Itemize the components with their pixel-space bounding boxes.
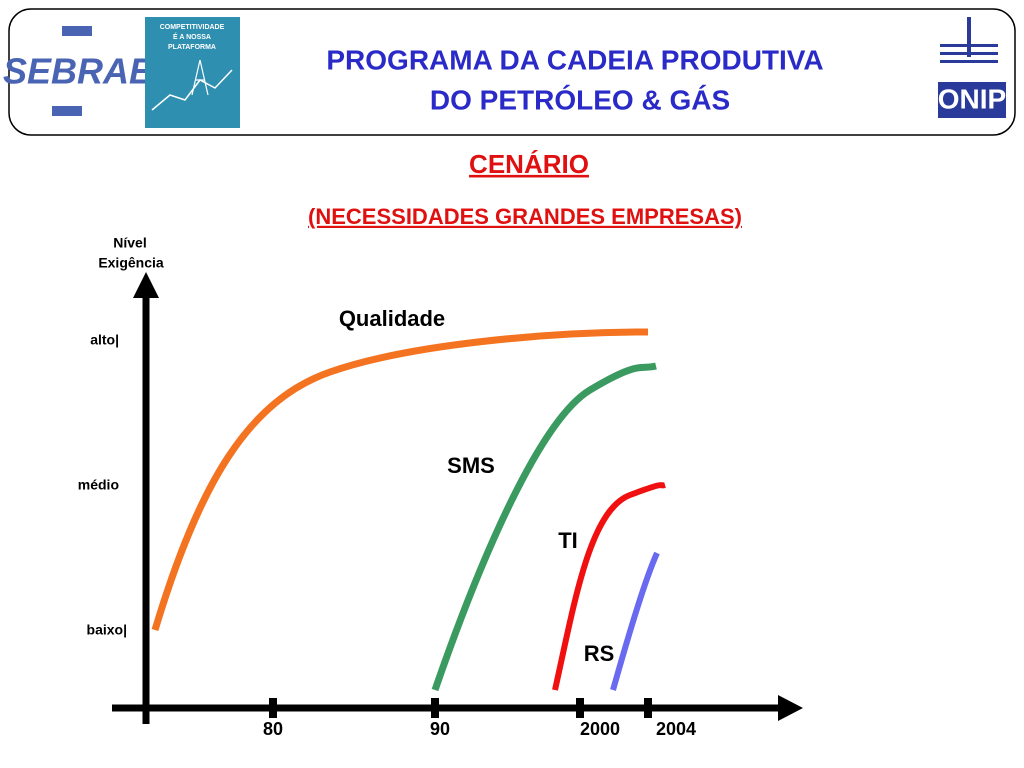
header-title: PROGRAMA DA CADEIA PRODUTIVA bbox=[326, 44, 823, 75]
logo-bar bbox=[940, 44, 998, 47]
curve-label: Qualidade bbox=[339, 306, 445, 331]
curve-sms bbox=[431, 362, 657, 692]
x-arrow bbox=[778, 695, 803, 721]
logo-bar bbox=[940, 52, 998, 55]
y-arrow bbox=[133, 272, 159, 298]
logo-bar bbox=[62, 26, 92, 36]
cover-text: É A NOSSA bbox=[173, 32, 211, 41]
cover-text: COMPETITIVIDADE bbox=[160, 24, 225, 31]
x-tick-label: 80 bbox=[263, 719, 283, 739]
curve-label: RS bbox=[584, 641, 615, 666]
x-tick-label: 2004 bbox=[656, 719, 696, 739]
x-tick-label: 90 bbox=[430, 719, 450, 739]
x-tick bbox=[576, 698, 584, 718]
logo-bar bbox=[967, 17, 971, 57]
y-level: alto| bbox=[90, 332, 119, 348]
y-level: baixo| bbox=[87, 622, 127, 638]
header-title: DO PETRÓLEO & GÁS bbox=[430, 84, 730, 115]
curve-rs bbox=[610, 551, 660, 691]
onip-logo: ONIP bbox=[938, 17, 1006, 118]
logo-bar bbox=[52, 106, 82, 116]
curve-ti bbox=[552, 482, 666, 691]
y-title: Exigência bbox=[98, 255, 164, 271]
y-title: Nível bbox=[113, 235, 146, 251]
cover-text: PLATAFORMA bbox=[168, 44, 216, 51]
logo-box bbox=[938, 82, 1006, 118]
header-box bbox=[8, 8, 1016, 136]
sebrae-logo: SEBRAE bbox=[3, 26, 154, 116]
curve-label: TI bbox=[558, 528, 578, 553]
cover-line bbox=[151, 69, 233, 111]
cover-rig bbox=[191, 59, 209, 96]
x-tick-label: 2000 bbox=[580, 719, 620, 739]
x-tick bbox=[269, 698, 277, 718]
x-tick bbox=[431, 698, 439, 718]
book-cover: COMPETITIVIDADE É A NOSSA PLATAFORMA bbox=[145, 17, 240, 128]
cover-bg bbox=[145, 17, 240, 128]
logo-text: ONIP bbox=[938, 83, 1006, 114]
x-tick bbox=[644, 698, 652, 718]
y-level: médio bbox=[78, 477, 119, 493]
subheading: (NECESSIDADES GRANDES EMPRESAS) bbox=[308, 204, 742, 229]
curve-label: SMS bbox=[447, 453, 495, 478]
logo-bar bbox=[940, 60, 998, 63]
logo-text: SEBRAE bbox=[3, 51, 154, 92]
curve-qualidade bbox=[151, 328, 649, 632]
heading: CENÁRIO bbox=[469, 149, 589, 179]
